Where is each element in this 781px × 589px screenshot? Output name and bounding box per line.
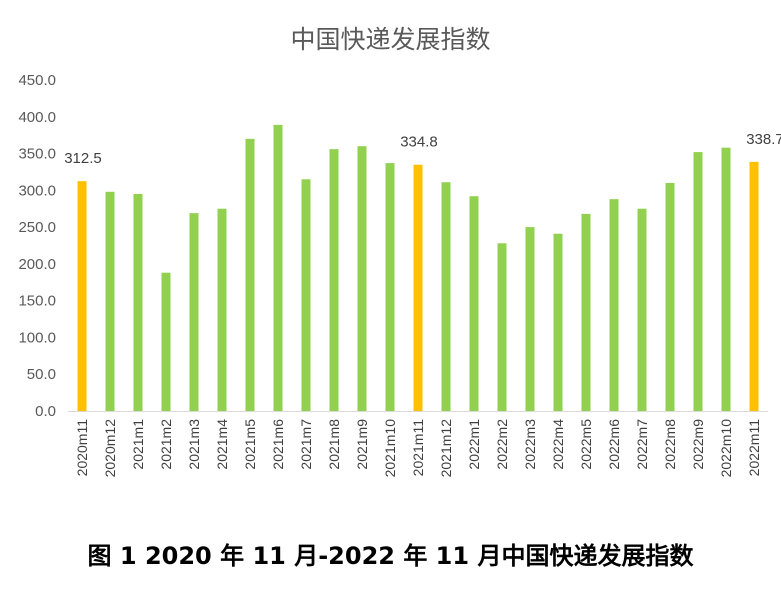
figure-caption: 图 1 2020 年 11 月-2022 年 11 月中国快递发展指数 bbox=[87, 542, 694, 570]
bar bbox=[105, 191, 115, 411]
y-tick-label: 350.0 bbox=[18, 146, 56, 163]
bar bbox=[301, 179, 311, 411]
bar bbox=[721, 147, 731, 411]
bar bbox=[77, 181, 87, 411]
bar bbox=[357, 146, 367, 411]
data-label: 338.7 bbox=[746, 131, 781, 148]
x-tick-label: 2022m3 bbox=[522, 419, 538, 470]
y-tick-label: 400.0 bbox=[18, 109, 56, 126]
x-tick-label: 2021m5 bbox=[242, 419, 258, 470]
x-tick-label: 2022m11 bbox=[746, 419, 762, 477]
bar bbox=[273, 124, 283, 411]
x-tick-label: 2022m6 bbox=[606, 419, 622, 470]
bar bbox=[217, 208, 227, 411]
x-tick-label: 2022m2 bbox=[494, 419, 510, 470]
bar bbox=[553, 233, 563, 411]
data-label: 312.5 bbox=[64, 150, 102, 167]
x-tick-label: 2021m9 bbox=[354, 419, 370, 470]
x-tick-label: 2022m4 bbox=[550, 419, 566, 470]
bar bbox=[413, 164, 423, 411]
x-tick-label: 2022m1 bbox=[466, 419, 482, 470]
chart-title: 中国快递发展指数 bbox=[290, 25, 491, 54]
x-tick-label: 2021m1 bbox=[130, 419, 146, 470]
x-tick-label: 2021m4 bbox=[214, 419, 230, 470]
bar bbox=[609, 199, 619, 411]
bar bbox=[581, 213, 591, 411]
data-label: 334.8 bbox=[400, 134, 438, 151]
x-tick-label: 2021m12 bbox=[438, 419, 454, 478]
y-tick-label: 300.0 bbox=[18, 182, 56, 199]
x-tick-label: 2021m3 bbox=[186, 419, 202, 470]
bar bbox=[469, 196, 479, 411]
bar bbox=[637, 208, 647, 411]
x-tick-label: 2021m10 bbox=[382, 419, 398, 478]
bar bbox=[329, 149, 339, 412]
x-tick-label: 2021m11 bbox=[410, 419, 426, 477]
y-tick-label: 200.0 bbox=[18, 256, 56, 273]
y-tick-label: 50.0 bbox=[27, 366, 56, 383]
x-tick-label: 2022m9 bbox=[690, 419, 706, 470]
bar bbox=[665, 182, 675, 411]
bar bbox=[693, 152, 703, 411]
bar bbox=[161, 272, 171, 411]
x-tick-label: 2022m5 bbox=[578, 419, 594, 470]
x-tick-label: 2021m6 bbox=[270, 419, 286, 470]
x-tick-label: 2021m2 bbox=[158, 419, 174, 470]
y-tick-label: 250.0 bbox=[18, 219, 56, 236]
x-tick-label: 2020m11 bbox=[74, 419, 90, 477]
bar bbox=[133, 194, 143, 411]
x-tick-label: 2022m8 bbox=[662, 419, 678, 470]
x-tick-label: 2020m12 bbox=[102, 419, 118, 478]
bar bbox=[385, 163, 395, 411]
y-tick-label: 0.0 bbox=[35, 403, 56, 420]
bar bbox=[441, 182, 451, 411]
bar bbox=[189, 213, 199, 411]
x-tick-label: 2021m7 bbox=[298, 419, 314, 470]
bar bbox=[749, 161, 759, 411]
bar bbox=[245, 138, 255, 411]
y-tick-label: 100.0 bbox=[18, 329, 56, 346]
x-tick-label: 2022m10 bbox=[718, 419, 734, 478]
x-tick-label: 2022m7 bbox=[634, 419, 650, 470]
bar bbox=[525, 227, 535, 411]
x-tick-label: 2021m8 bbox=[326, 419, 342, 470]
y-tick-label: 150.0 bbox=[18, 293, 56, 310]
y-tick-label: 450.0 bbox=[18, 72, 56, 89]
bar bbox=[497, 243, 507, 411]
